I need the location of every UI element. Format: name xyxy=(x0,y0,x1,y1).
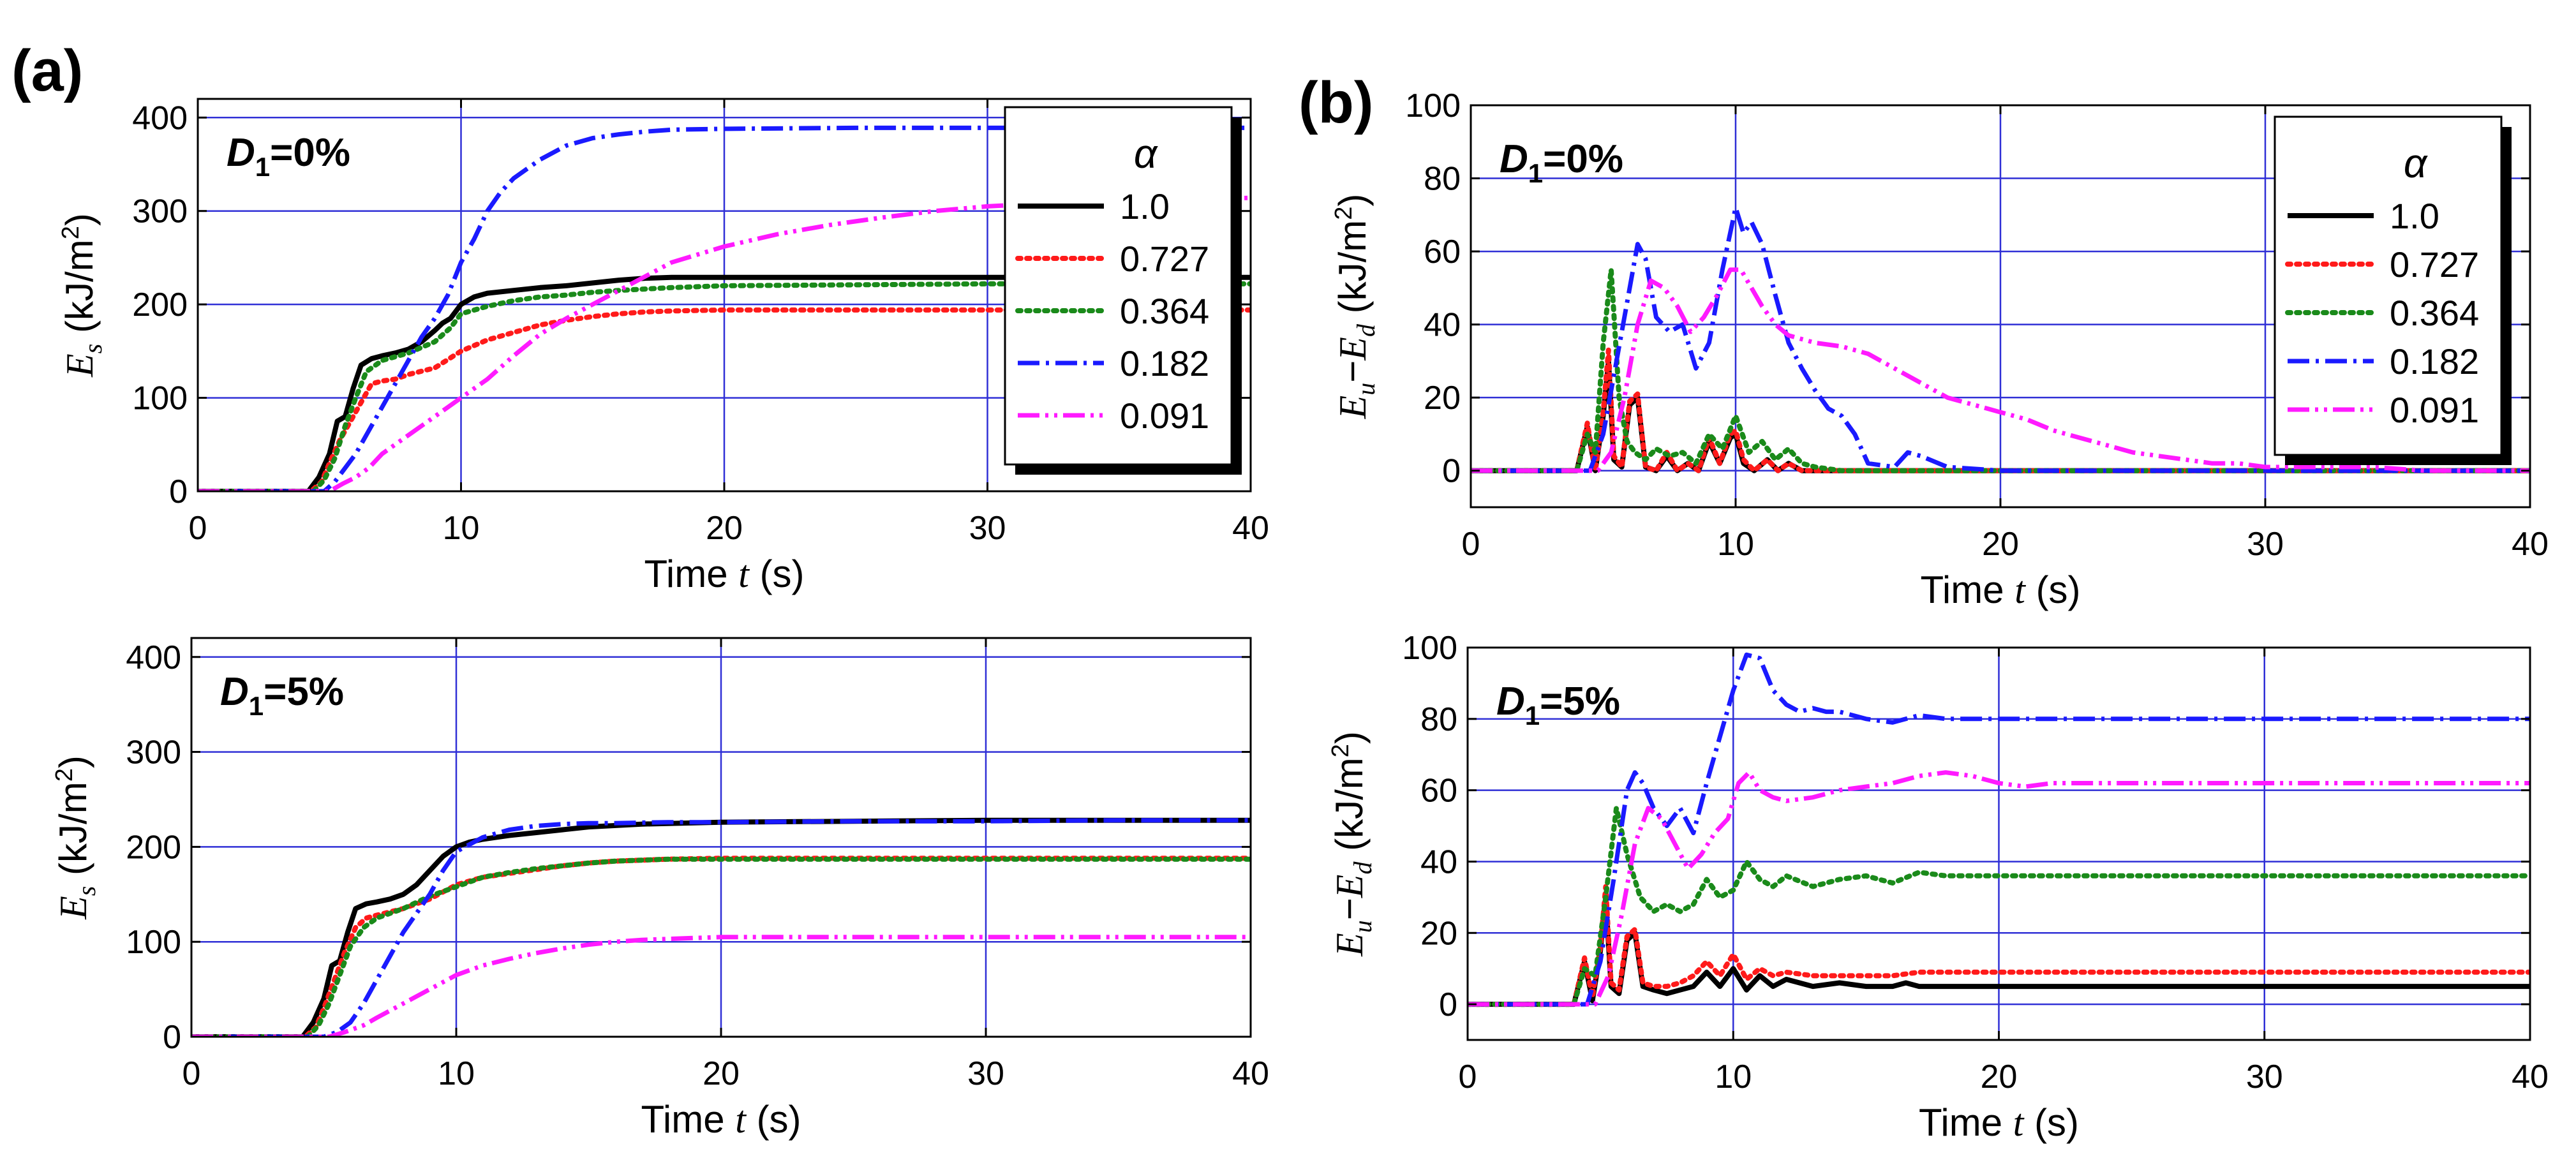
x-axis-label: Time t (s) xyxy=(1920,568,2080,611)
y-tick-label: 0 xyxy=(1442,453,1461,490)
y-tick-label: 100 xyxy=(1402,630,1457,667)
series-line-0.091 xyxy=(191,935,1251,1037)
series-line-0.182 xyxy=(198,125,1251,491)
series-line-0.727 xyxy=(1471,347,2530,473)
x-axis-label: Time t (s) xyxy=(641,1098,801,1141)
legend: α 1.0 0.727 0.364 0.182 0.091 xyxy=(2274,115,2512,465)
series-line-1.0 xyxy=(198,274,1251,491)
series-line-0.182 xyxy=(1468,652,2530,1007)
y-tick-label: 20 xyxy=(1420,915,1457,952)
series-line-0.364 xyxy=(198,281,1251,491)
y-tick-label: 400 xyxy=(132,100,188,137)
y-tick-label: 200 xyxy=(126,829,181,866)
y-tick-label: 60 xyxy=(1420,773,1457,810)
y-tick-label: 40 xyxy=(1424,307,1461,344)
series-line-0.364 xyxy=(1468,805,2530,1007)
x-tick-label: 0 xyxy=(1459,1058,1477,1095)
series-line-0.091 xyxy=(1468,770,2530,1007)
x-axis-label: Time t (s) xyxy=(1919,1101,2079,1144)
legend-label: 0.364 xyxy=(1120,291,1209,331)
panel-annotation: D1=5% xyxy=(220,670,344,721)
y-axis-label: Eu−Ed (kJ/m2) xyxy=(1330,194,1380,420)
panel-b-label: (b) xyxy=(1299,70,1373,135)
panel-annotation: D1=0% xyxy=(227,131,350,182)
panel-annotation: D1=0% xyxy=(1500,137,1623,188)
x-tick-label: 20 xyxy=(706,510,743,547)
x-tick-label: 30 xyxy=(2247,526,2284,563)
legend-label: 0.727 xyxy=(2390,244,2479,285)
x-tick-label: 20 xyxy=(703,1055,740,1092)
y-tick-label: 0 xyxy=(163,1019,181,1056)
x-tick-label: 40 xyxy=(1232,510,1269,547)
x-tick-label: 40 xyxy=(2512,526,2549,563)
series-line-0.364 xyxy=(191,856,1251,1037)
y-tick-label: 100 xyxy=(1405,87,1461,124)
panel-a-label: (a) xyxy=(11,38,83,103)
x-axis-label: Time t (s) xyxy=(644,553,804,595)
series-line-0.182 xyxy=(191,818,1251,1037)
x-tick-label: 30 xyxy=(2246,1058,2283,1095)
x-tick-label: 30 xyxy=(967,1055,1004,1092)
x-tick-label: 40 xyxy=(1232,1055,1269,1092)
legend-label: 0.364 xyxy=(2390,293,2479,333)
series-line-0.364 xyxy=(1471,267,2530,473)
y-axis-label: Eu−Ed (kJ/m2) xyxy=(1327,731,1377,957)
x-tick-label: 10 xyxy=(1715,1058,1752,1095)
y-tick-label: 100 xyxy=(126,924,181,961)
legend-box xyxy=(1004,106,1233,466)
x-tick-label: 10 xyxy=(443,510,480,547)
y-tick-label: 40 xyxy=(1420,843,1457,880)
chart-b-bottom: 0 10 20 30 40 0 20 40 60 80 100 Time t (s) Eu−Ed (kJ… xyxy=(1327,630,2549,1144)
x-tick-label: 10 xyxy=(1717,526,1754,563)
legend-label: 0.182 xyxy=(2390,341,2479,382)
x-tick-label: 20 xyxy=(1982,526,2019,563)
y-tick-label: 200 xyxy=(132,286,188,323)
y-tick-label: 80 xyxy=(1424,161,1461,198)
legend-label: 0.182 xyxy=(1120,343,1209,383)
legend-label: 1.0 xyxy=(1120,186,1170,226)
y-tick-label: 20 xyxy=(1424,380,1461,417)
x-tick-label: 20 xyxy=(1981,1058,2018,1095)
legend-label: 1.0 xyxy=(2390,196,2439,236)
legend: α 1.0 0.727 0.364 0.182 0.091 xyxy=(1004,106,1242,475)
series-line-0.091 xyxy=(198,195,1251,491)
y-tick-label: 400 xyxy=(126,639,181,676)
legend-box xyxy=(2274,115,2503,456)
y-tick-label: 0 xyxy=(1439,986,1457,1023)
x-tick-label: 0 xyxy=(182,1055,201,1092)
x-tick-label: 0 xyxy=(189,510,207,547)
series-line-0.182 xyxy=(1471,205,2530,473)
x-tick-label: 10 xyxy=(438,1055,475,1092)
y-tick-label: 300 xyxy=(126,734,181,771)
legend-label: 0.727 xyxy=(1120,239,1209,279)
x-tick-label: 40 xyxy=(2512,1058,2549,1095)
y-axis-label: Es (kJ/m2) xyxy=(57,213,107,378)
y-tick-label: 80 xyxy=(1420,701,1457,738)
legend-title: α xyxy=(2404,140,2428,186)
panel-annotation: D1=5% xyxy=(1496,679,1620,731)
x-tick-label: 0 xyxy=(1462,526,1480,563)
chart-b-top: 0 10 20 30 40 0 20 40 60 80 100 Time t (s) Eu−Ed (kJ… xyxy=(1330,87,2549,611)
legend-label: 0.091 xyxy=(2390,390,2479,430)
y-tick-label: 100 xyxy=(132,380,188,417)
y-tick-label: 300 xyxy=(132,193,188,230)
y-tick-label: 0 xyxy=(169,473,188,510)
legend-title: α xyxy=(1134,131,1158,177)
legend-label: 0.091 xyxy=(1120,396,1209,436)
y-tick-label: 60 xyxy=(1424,234,1461,271)
y-axis-label: Es (kJ/m2) xyxy=(51,755,101,920)
x-tick-label: 30 xyxy=(969,510,1006,547)
